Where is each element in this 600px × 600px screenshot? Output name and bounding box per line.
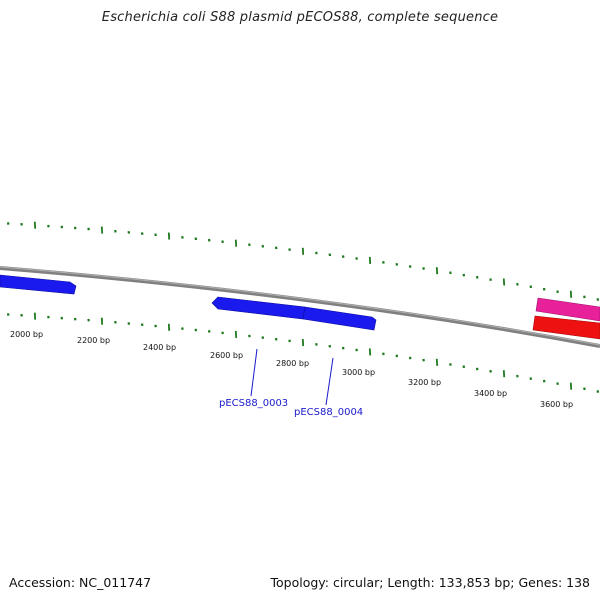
sequence-backbone — [0, 266, 600, 348]
leader-line-pECS88_0004 — [325, 357, 334, 406]
gene-feature-pink[interactable] — [535, 297, 600, 322]
bp-label: 2600 bp — [210, 351, 243, 360]
bp-label: 3400 bp — [474, 389, 507, 398]
gene-label-pECS88_0004[interactable]: pECS88_0004 — [294, 407, 363, 418]
gene-feature-left-edge[interactable] — [0, 274, 77, 295]
gene-feature-red[interactable] — [532, 315, 600, 340]
bp-label: 2200 bp — [77, 336, 110, 345]
gene-label-pECS88_0003[interactable]: pECS88_0003 — [219, 398, 288, 409]
gene-feature-pECS88_0004[interactable] — [302, 306, 377, 331]
gene-feature-pECS88_0003[interactable] — [211, 296, 306, 320]
inner-tick-row — [6, 312, 600, 393]
bp-scale: 2000 bp 2200 bp 2400 bp 2600 bp 2800 bp … — [10, 330, 573, 409]
bp-label: 3600 bp — [540, 400, 573, 409]
map-title: Escherichia coli S88 plasmid pECOS88, co… — [101, 10, 499, 25]
bp-label: 3000 bp — [342, 368, 375, 377]
bp-label: 3200 bp — [408, 378, 441, 387]
leader-line-pECS88_0003 — [250, 348, 258, 397]
sequence-summary: Topology: circular; Length: 133,853 bp; … — [270, 575, 591, 590]
accession-text: Accession: NC_011747 — [9, 575, 152, 590]
sequence-backbone-highlight — [0, 266, 600, 346]
bp-label: 2400 bp — [143, 343, 176, 352]
bp-label: 2800 bp — [276, 359, 309, 368]
outer-tick-row — [6, 221, 600, 301]
bp-label: 2000 bp — [10, 330, 43, 339]
